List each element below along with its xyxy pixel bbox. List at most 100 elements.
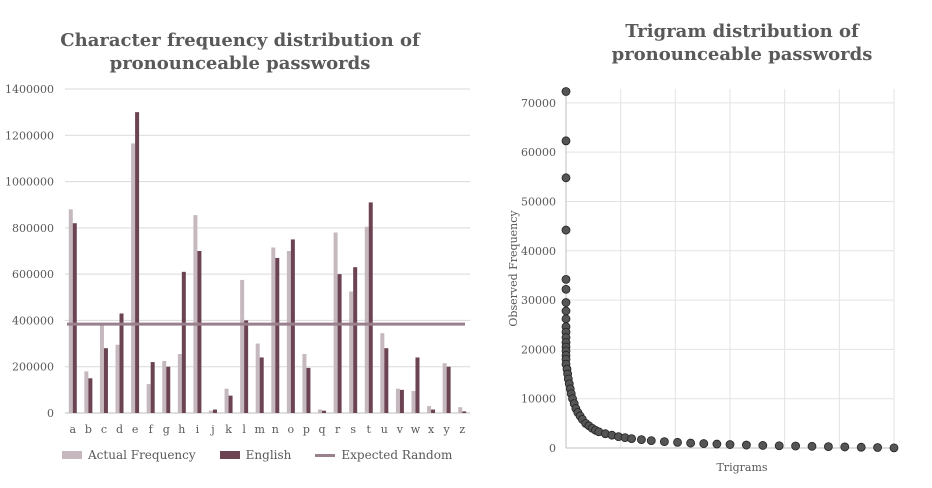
data-point <box>581 418 591 428</box>
y-tick-label: 1200000 <box>5 129 54 142</box>
bar <box>84 371 89 413</box>
data-point <box>561 333 571 342</box>
data-point <box>561 327 571 337</box>
data-point <box>660 437 669 446</box>
bar <box>72 223 77 413</box>
data-point <box>587 423 597 433</box>
bar <box>286 251 291 413</box>
data-point <box>584 421 594 431</box>
data-point <box>561 173 571 183</box>
data-point <box>725 440 735 449</box>
data-point <box>561 284 571 294</box>
legend-label-english: English <box>245 448 292 462</box>
data-point <box>561 338 571 347</box>
x-tick-label: q <box>318 423 325 436</box>
x-tick-label: b <box>85 423 92 436</box>
bar <box>212 409 217 413</box>
legend-item-actual: Actual Frequency <box>62 448 196 462</box>
bar <box>255 343 260 413</box>
bar <box>240 279 245 413</box>
data-point <box>563 374 573 384</box>
x-tick-label: z <box>459 423 465 436</box>
data-point <box>856 442 866 452</box>
y-tick-label: 1000000 <box>5 176 54 189</box>
data-point <box>824 442 833 452</box>
data-point <box>566 389 576 399</box>
bar <box>446 366 451 413</box>
data-point <box>614 432 623 442</box>
data-point <box>607 430 617 440</box>
bar <box>88 378 93 413</box>
bar <box>177 353 182 413</box>
x-tick-label: y <box>443 423 451 436</box>
y-tick-label: 200000 <box>12 361 54 374</box>
bar <box>197 251 202 413</box>
bar <box>68 209 73 413</box>
data-point <box>873 443 882 452</box>
x-axis-label: Trigrams <box>716 461 767 474</box>
x-tick-label: n <box>272 423 279 436</box>
y-tick-label: 1400000 <box>5 83 54 96</box>
data-point <box>561 274 571 284</box>
x-tick-label: l <box>242 423 246 436</box>
bar <box>193 215 198 413</box>
y-tick-label: 40000 <box>521 245 556 258</box>
data-point <box>568 394 577 404</box>
bar <box>368 202 373 413</box>
legend-item-english: English <box>219 448 292 462</box>
bar <box>208 410 213 413</box>
data-point <box>561 298 571 307</box>
bar <box>181 271 186 413</box>
bar <box>302 353 307 413</box>
x-tick-label: a <box>70 423 77 436</box>
y-tick-label: 400000 <box>12 314 54 327</box>
data-point <box>563 369 573 379</box>
x-tick-label: o <box>288 423 295 436</box>
y-tick-label: 800000 <box>12 222 54 235</box>
data-point <box>561 322 571 332</box>
x-tick-label: i <box>196 423 200 436</box>
data-point <box>699 439 709 448</box>
data-point <box>573 408 583 417</box>
data-point <box>758 441 768 450</box>
y-tick-label: 50000 <box>521 195 556 208</box>
data-point <box>575 411 585 421</box>
bar <box>349 291 354 413</box>
x-tick-label: r <box>335 423 341 436</box>
left-chart-title: Character frequency distribution of pron… <box>60 30 420 74</box>
bar <box>442 363 447 413</box>
data-point <box>561 350 571 360</box>
x-tick-label: x <box>428 423 435 436</box>
y-axis-label: Observed Frequency <box>507 210 520 327</box>
x-tick-label: p <box>303 423 310 436</box>
bar <box>228 395 233 413</box>
bar <box>119 313 124 413</box>
x-tick-label: f <box>149 423 154 436</box>
data-point <box>569 399 579 409</box>
data-point <box>571 404 581 413</box>
x-tick-label: t <box>367 423 372 436</box>
data-point <box>578 415 587 424</box>
bar <box>150 362 155 413</box>
bar <box>353 267 358 413</box>
legend-swatch-actual <box>62 451 82 459</box>
data-point <box>646 436 656 446</box>
y-tick-label: 0 <box>549 442 556 455</box>
character-frequency-chart: 0 200000 400000 600000 800000 1000000 1200000 1… <box>5 83 470 436</box>
bar <box>415 357 420 413</box>
data-point <box>742 440 751 450</box>
x-tick-label: w <box>411 423 421 436</box>
y-tick-label: 600000 <box>12 268 54 281</box>
bar <box>380 333 385 413</box>
data-point <box>889 443 899 453</box>
bar <box>271 247 276 413</box>
legend-swatch-expected <box>315 453 336 457</box>
bar <box>399 389 404 413</box>
x-tick-label: m <box>254 423 265 436</box>
left-chart-legend: Actual Frequency English Expected Random <box>62 448 452 462</box>
data-point <box>600 429 610 439</box>
bar <box>458 407 463 413</box>
x-tick-label: e <box>132 423 139 436</box>
bar <box>306 367 311 413</box>
